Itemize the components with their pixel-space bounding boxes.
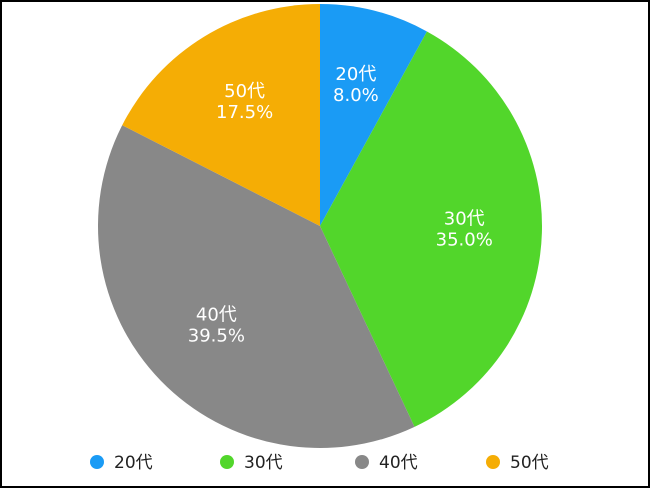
- pie-slice: [98, 125, 415, 449]
- slice-category: 50代: [224, 81, 265, 102]
- legend-label: 40代: [379, 453, 418, 473]
- slice-category: 40代: [196, 304, 237, 325]
- legend-swatch: [486, 455, 500, 469]
- legend-swatch: [90, 455, 104, 469]
- slice-value: 17.5%: [216, 102, 273, 123]
- slice-category: 30代: [444, 209, 485, 230]
- slice-category: 20代: [335, 64, 376, 85]
- legend-swatch: [220, 455, 234, 469]
- pie-slice: [122, 4, 320, 226]
- slice-value: 8.0%: [333, 85, 379, 106]
- slice-value: 35.0%: [436, 230, 493, 251]
- slice-value: 39.5%: [188, 325, 245, 346]
- legend-label: 50代: [510, 453, 549, 473]
- pie-slice: [320, 31, 542, 427]
- legend-label: 30代: [244, 453, 283, 473]
- legend-label: 20代: [114, 453, 153, 473]
- pie-slice: [320, 4, 427, 226]
- legend-swatch: [355, 455, 369, 469]
